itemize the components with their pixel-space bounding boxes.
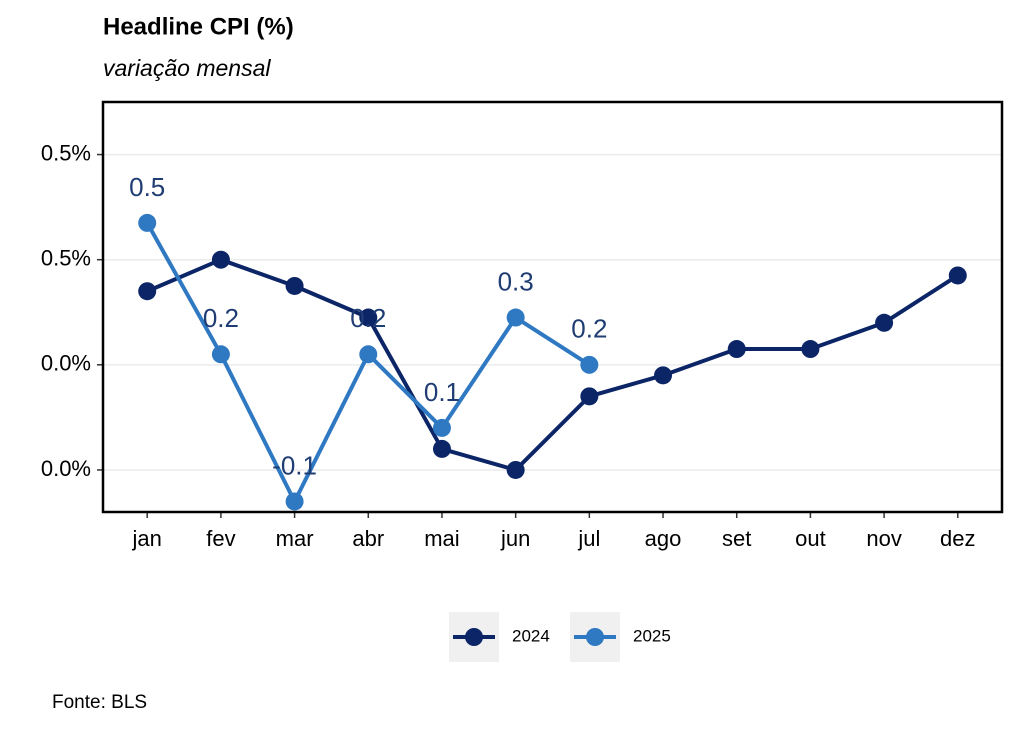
- data-point: [285, 276, 304, 295]
- x-tick-label: fev: [206, 526, 235, 551]
- data-label: 0.2: [350, 303, 386, 333]
- x-tick-label: mar: [276, 526, 314, 551]
- data-point: [654, 366, 673, 385]
- data-point: [359, 308, 378, 327]
- x-tick-label: out: [795, 526, 826, 551]
- data-point: [580, 355, 599, 374]
- x-tick-label: set: [722, 526, 751, 551]
- y-tick-label: 0.5%: [41, 140, 91, 165]
- y-tick-label: 0.5%: [41, 246, 91, 271]
- data-label: 0.5: [129, 172, 165, 202]
- data-label: 0.2: [571, 314, 607, 344]
- x-tick-label: jan: [132, 526, 162, 551]
- plot-border: [101, 100, 1004, 514]
- y-tick-label: 0.0%: [41, 456, 91, 481]
- data-label: -0.1: [272, 450, 317, 480]
- data-point: [580, 387, 599, 406]
- x-tick-label: nov: [866, 526, 901, 551]
- legend-key-point: [465, 628, 483, 646]
- data-point: [727, 340, 746, 359]
- data-label: 0.1: [424, 377, 460, 407]
- y-tick-label: 0.0%: [41, 351, 91, 376]
- x-tick-label: jul: [577, 526, 600, 551]
- data-point: [506, 308, 525, 327]
- data-point: [211, 250, 230, 269]
- data-point: [875, 313, 894, 332]
- data-point: [359, 345, 378, 364]
- data-label: 0.2: [203, 303, 239, 333]
- data-label: 0.3: [498, 266, 534, 296]
- data-point: [506, 460, 525, 479]
- data-point: [138, 213, 157, 232]
- data-point: [432, 439, 451, 458]
- x-tick-label: mai: [424, 526, 459, 551]
- x-tick-label: abr: [352, 526, 384, 551]
- source: Fonte: BLS: [52, 692, 147, 713]
- series-line: [146, 257, 959, 472]
- x-tick-label: jun: [500, 526, 530, 551]
- x-tick-label: ago: [645, 526, 682, 551]
- legend-label: 2024: [512, 626, 550, 645]
- data-point: [211, 345, 230, 364]
- data-point: [138, 282, 157, 301]
- chart-subtitle: variação mensal: [103, 55, 271, 81]
- legend-label: 2025: [633, 626, 671, 645]
- x-tick-label: dez: [940, 526, 975, 551]
- data-point: [285, 492, 304, 511]
- legend-key-point: [586, 628, 604, 646]
- chart-title: Headline CPI (%): [103, 13, 294, 40]
- data-point: [948, 266, 967, 285]
- data-point: [801, 340, 820, 359]
- data-point: [432, 418, 451, 437]
